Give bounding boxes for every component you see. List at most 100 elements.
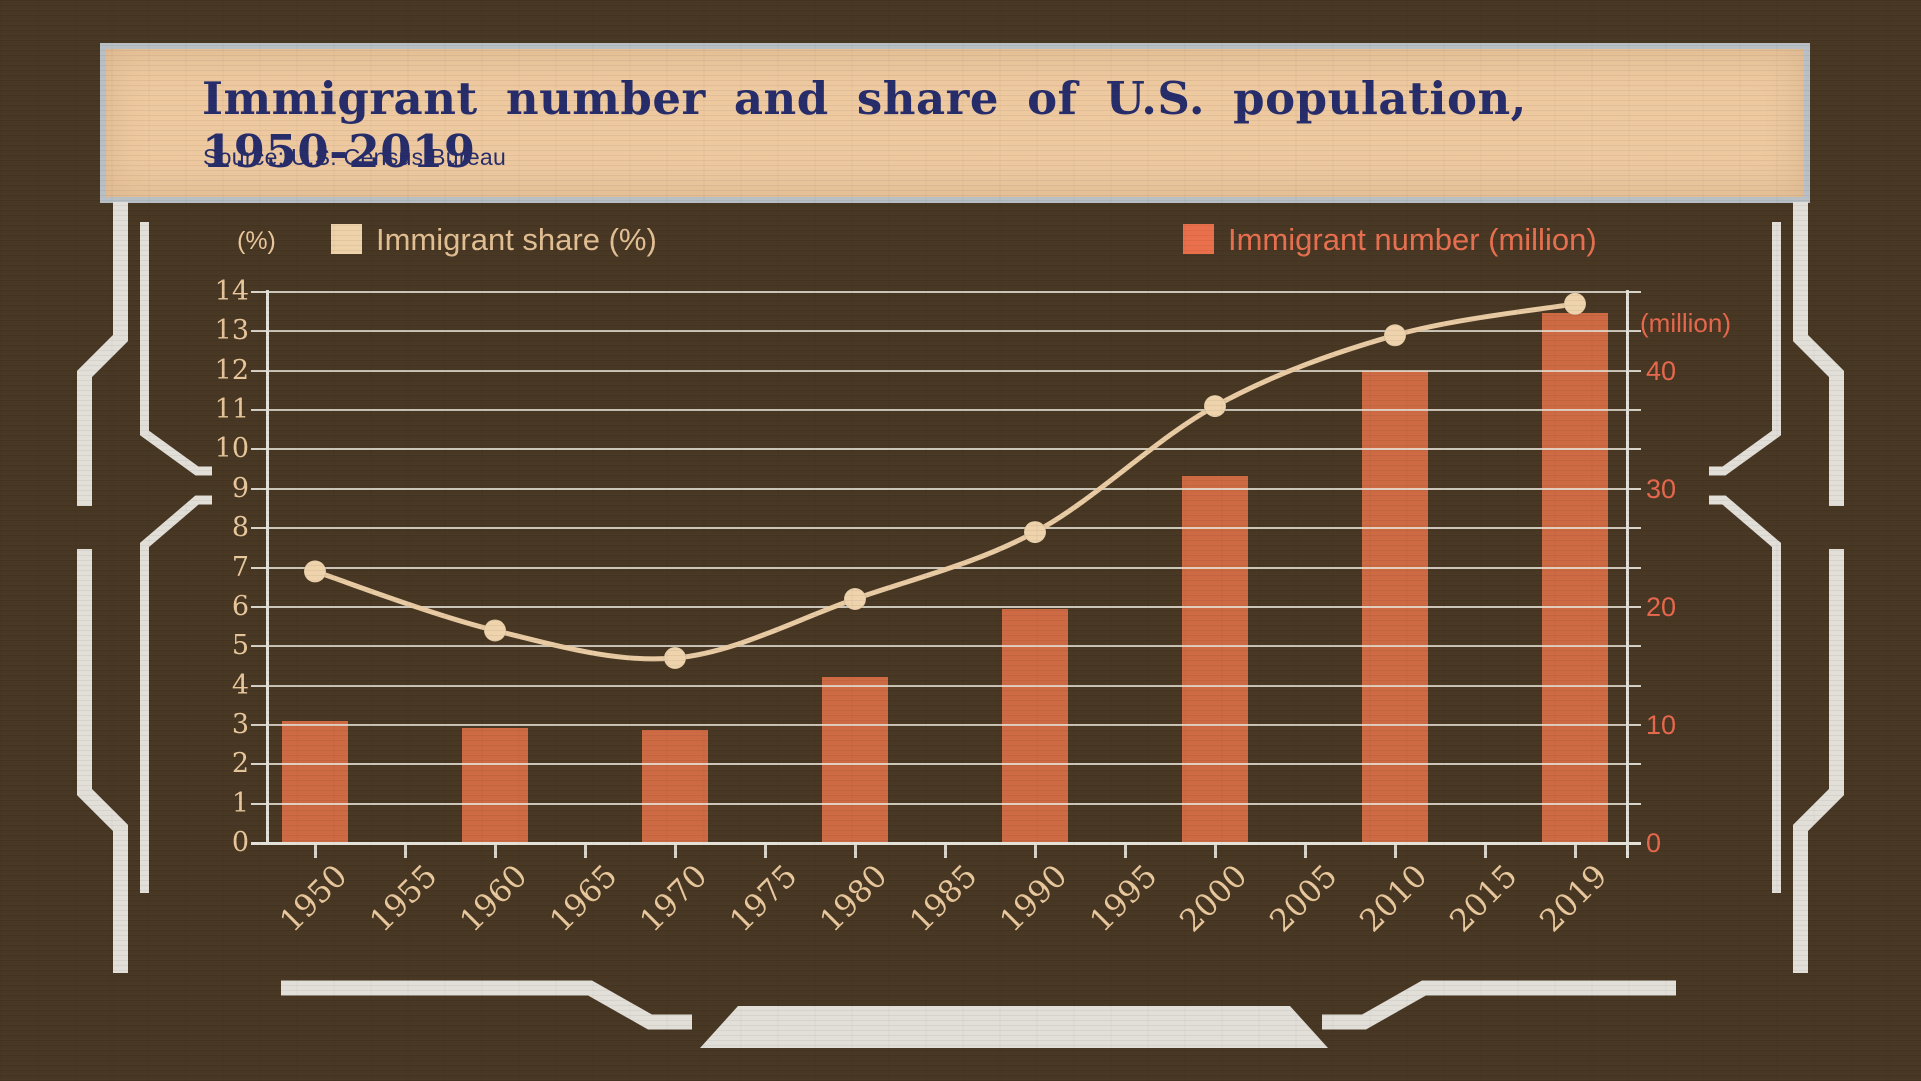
left-axis-unit-label: (%) — [237, 227, 276, 255]
left-axis-tick — [251, 448, 267, 451]
right-axis-tick — [1627, 566, 1641, 569]
gridline — [267, 369, 1627, 372]
left-axis-tick — [251, 369, 267, 372]
right-axis-label: 40 — [1646, 355, 1677, 386]
left-axis-label: 4 — [231, 669, 249, 701]
bar-1970 — [642, 729, 708, 843]
legend-number-swatch — [1183, 224, 1214, 254]
right-axis-tick — [1627, 763, 1641, 766]
bar-1960 — [462, 728, 528, 843]
gridline — [267, 448, 1627, 451]
x-axis-tick — [1213, 845, 1217, 858]
left-frame-outer-top — [77, 202, 128, 506]
right-axis-tick — [1627, 684, 1641, 687]
left-axis-label: 6 — [231, 590, 249, 622]
right-axis-tick — [1627, 291, 1641, 293]
left-axis-tick — [251, 409, 267, 412]
x-axis-tick — [1123, 845, 1127, 858]
gridline — [267, 487, 1627, 490]
x-axis-tick — [583, 845, 587, 858]
x-axis-tick — [403, 845, 407, 858]
left-axis-tick — [251, 723, 267, 726]
right-axis-label: 20 — [1646, 591, 1677, 622]
right-axis-tick — [1627, 802, 1641, 805]
x-axis-tick — [673, 845, 677, 858]
gridline — [267, 723, 1627, 726]
share-point-2010 — [1383, 323, 1407, 347]
gridline — [267, 684, 1627, 687]
bottom-rail-left-arm — [281, 980, 692, 1030]
right-frame-outer-top — [1793, 202, 1844, 506]
share-line — [314, 301, 1576, 662]
share-point-1990 — [1023, 520, 1047, 544]
bar-2019 — [1542, 312, 1608, 843]
gridline — [267, 291, 1627, 293]
left-axis-label: 11 — [214, 394, 249, 426]
gridline — [267, 330, 1627, 333]
left-axis-tick — [251, 802, 267, 805]
left-axis-line — [265, 290, 269, 845]
left-axis-label: 12 — [214, 354, 249, 386]
left-axis-tick — [251, 527, 267, 530]
right-axis-tick — [1627, 330, 1641, 333]
share-point-1970 — [663, 646, 687, 670]
left-axis-label: 2 — [231, 748, 249, 780]
x-axis-tick — [493, 845, 497, 858]
left-axis-tick — [251, 566, 267, 569]
legend-share-swatch — [331, 224, 362, 254]
right-axis-tick — [1627, 605, 1641, 608]
share-point-2019 — [1563, 292, 1587, 316]
share-point-1950 — [303, 559, 327, 583]
legend-number-label: Immigrant number (million) — [1228, 222, 1597, 257]
right-axis-label: 10 — [1646, 709, 1677, 740]
gridline — [267, 763, 1627, 766]
x-axis-line — [251, 841, 1641, 845]
left-axis-label: 0 — [231, 827, 249, 858]
right-axis-tick — [1627, 645, 1641, 648]
x-axis-tick — [1393, 845, 1397, 858]
page-title: Immigrant number and share of U.S. popul… — [202, 72, 1527, 178]
right-axis-tick — [1627, 487, 1641, 490]
right-axis-tick — [1627, 448, 1641, 451]
left-axis-tick — [251, 605, 267, 608]
right-axis-line — [1625, 290, 1629, 858]
left-axis-label: 5 — [231, 630, 249, 662]
left-axis-label: 10 — [214, 433, 249, 465]
right-frame-inner-top — [1709, 222, 1781, 476]
legend-share-label: Immigrant share (%) — [376, 222, 657, 257]
x-axis-tick — [1303, 845, 1307, 858]
x-axis-tick — [763, 845, 767, 858]
left-frame-inner-top — [140, 222, 212, 476]
right-frame-outer-bottom — [1793, 549, 1844, 973]
left-axis-tick — [251, 645, 267, 648]
right-axis-label: 0 — [1646, 828, 1662, 858]
left-axis-label: 13 — [214, 315, 249, 347]
x-axis-tick — [943, 845, 947, 858]
right-axis-label: 30 — [1646, 473, 1677, 504]
right-axis-tick — [1627, 409, 1641, 412]
bottom-rail-right-arm — [1322, 980, 1676, 1030]
x-axis-tick — [1483, 845, 1487, 858]
x-axis-tick — [1573, 845, 1577, 858]
left-axis-label: 7 — [231, 551, 249, 583]
right-axis-tick — [1627, 527, 1641, 530]
share-point-2000 — [1203, 394, 1227, 418]
gridline — [267, 802, 1627, 805]
left-axis-label: 8 — [231, 512, 249, 544]
gridline — [267, 645, 1627, 648]
left-axis-label: 3 — [231, 708, 249, 740]
gridline — [267, 527, 1627, 530]
left-axis-tick — [251, 291, 267, 293]
header-band: Immigrant number and share of U.S. popul… — [100, 43, 1810, 203]
right-axis-tick — [1627, 723, 1641, 726]
chart-source: Source: U.S. Census Bureau — [203, 144, 507, 170]
left-axis-label: 9 — [231, 472, 249, 504]
right-frame-inner-bottom — [1709, 495, 1781, 893]
bar-1950 — [282, 721, 348, 843]
gridline — [267, 605, 1627, 608]
right-axis-unit-label: (million) — [1640, 308, 1731, 338]
bar-2000 — [1182, 475, 1248, 843]
